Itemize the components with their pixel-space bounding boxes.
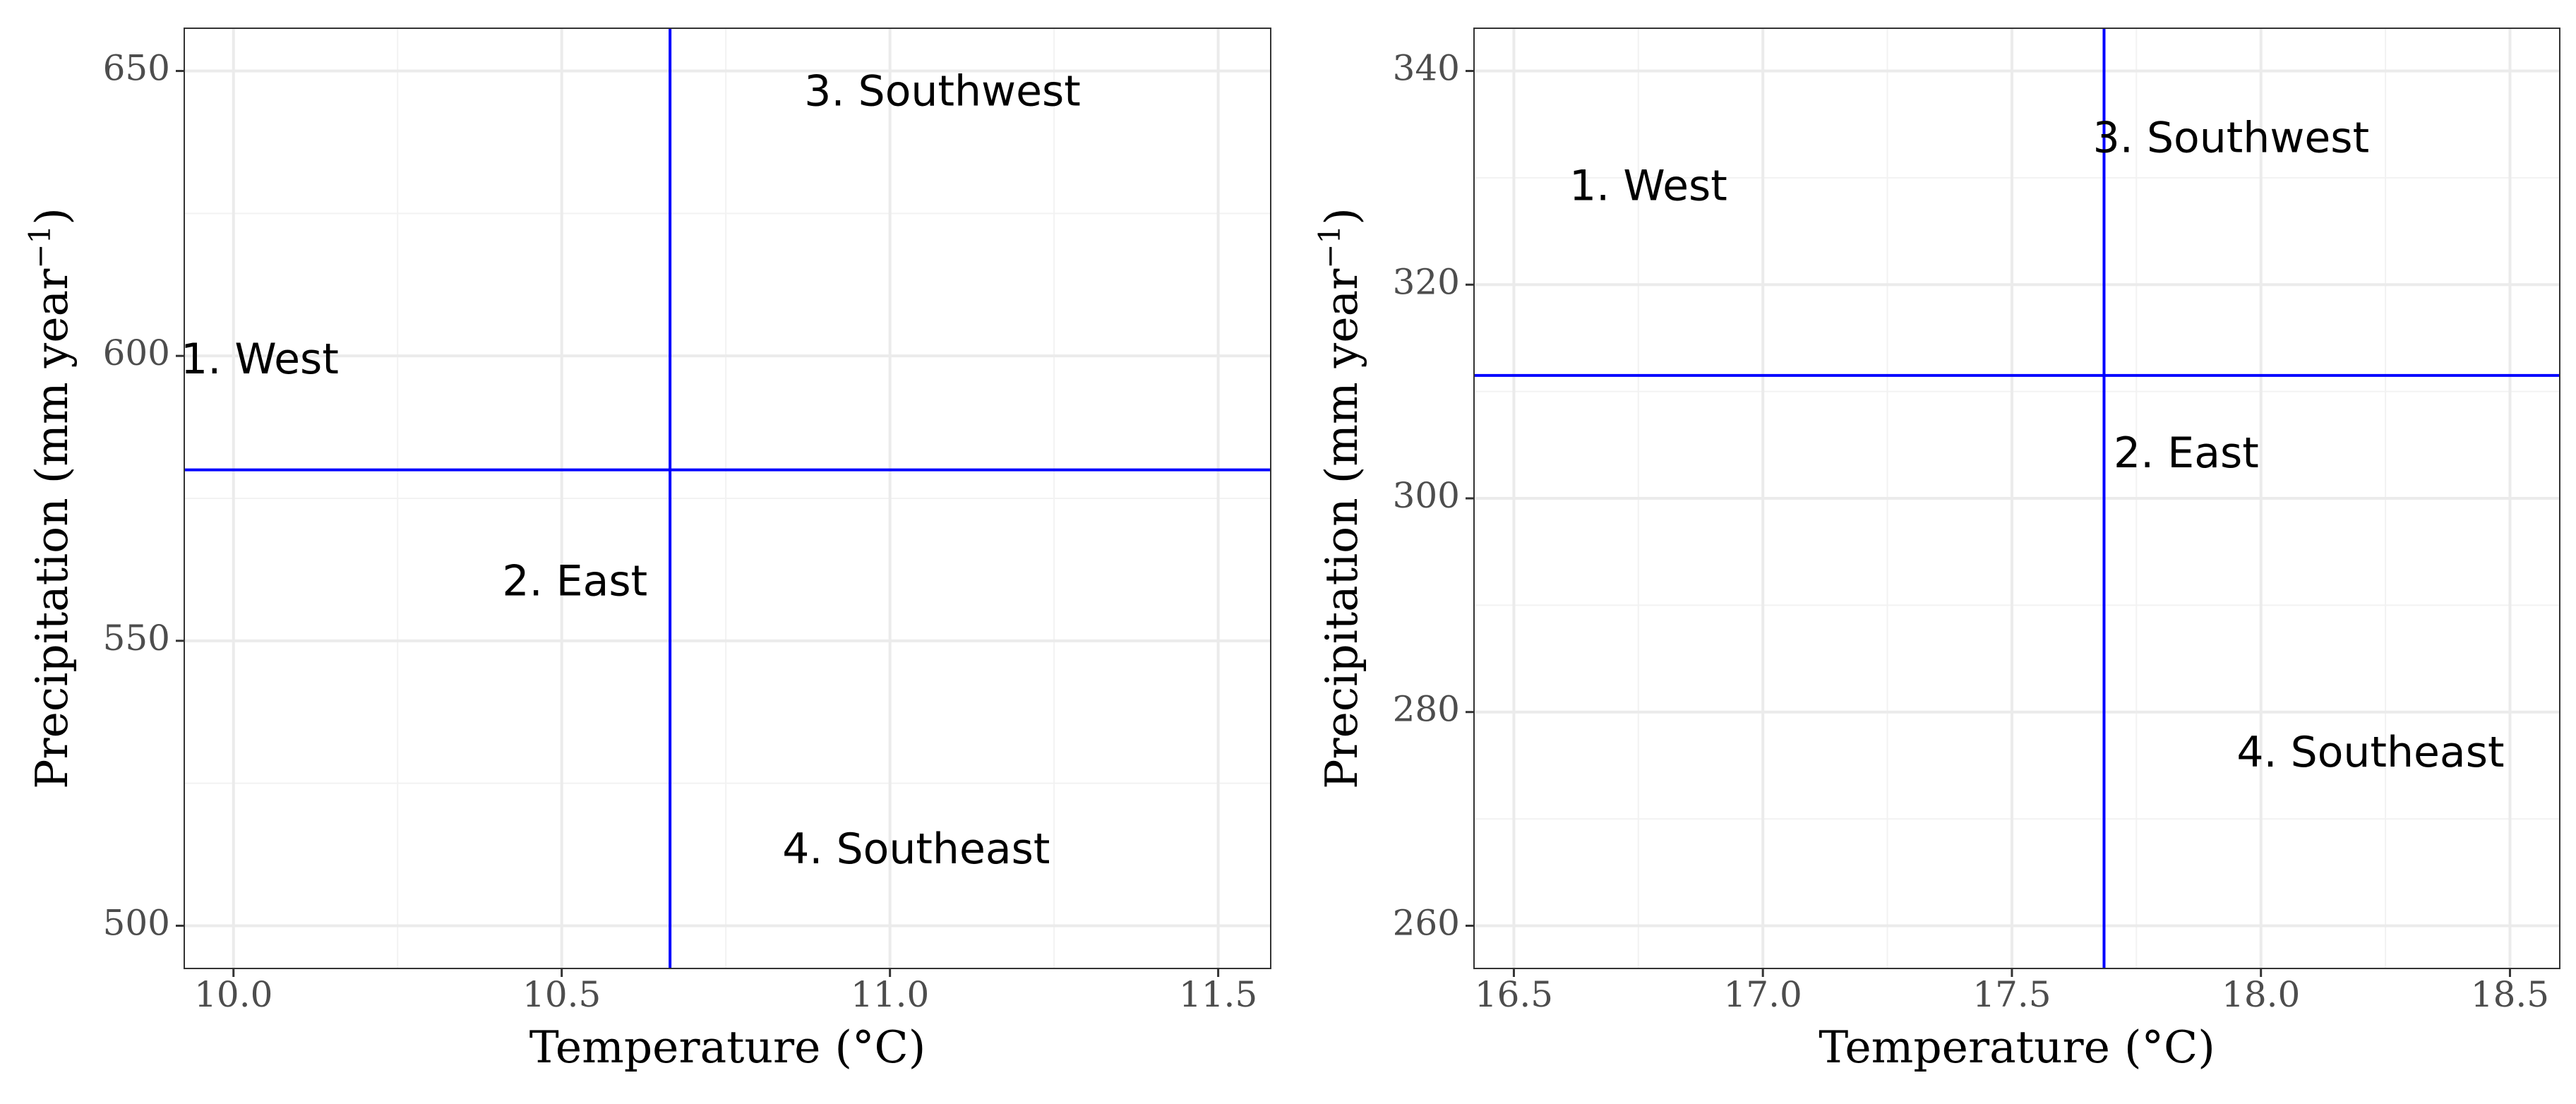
- panel-border: [184, 28, 1271, 969]
- y-axis-title: Precipitation (mm year−1): [1312, 208, 1368, 789]
- quadrant-label: 3. Southwest: [2093, 114, 2369, 163]
- left-panel: 1. West 2. East 3. Southwest 4. Southeast 10…: [23, 28, 1271, 1073]
- x-tick-label: 10.0: [194, 974, 272, 1015]
- x-tick-label: 18.0: [2222, 974, 2300, 1015]
- x-axis-title: Temperature (°C): [529, 1021, 926, 1073]
- quadrant-label: 4. Southeast: [2236, 728, 2504, 777]
- x-tick-label: 18.5: [2471, 974, 2549, 1015]
- x-tick-label: 16.5: [1475, 974, 1553, 1015]
- x-axis-title: Temperature (°C): [1819, 1021, 2215, 1073]
- y-tick-label: 260: [1393, 902, 1460, 943]
- y-tick-label: 280: [1393, 689, 1460, 730]
- quadrant-label: 2. East: [502, 557, 647, 606]
- y-tick-label: 550: [103, 618, 170, 659]
- y-tick-label: 340: [1393, 48, 1460, 89]
- x-tick-label: 17.5: [1972, 974, 2051, 1015]
- quadrant-label: 4. Southeast: [782, 824, 1050, 874]
- quadrant-label: 2. East: [2114, 428, 2259, 478]
- y-tick-label: 300: [1393, 475, 1460, 516]
- y-tick-label: 650: [103, 48, 170, 89]
- y-axis-title: Precipitation (mm year−1): [23, 208, 78, 789]
- x-tick-label: 11.0: [851, 974, 929, 1015]
- x-tick-label: 17.0: [1724, 974, 1802, 1015]
- quadrant-label: 1. West: [1569, 162, 1727, 211]
- right-panel: 1. West 2. East 3. Southwest 4. Southeast 16…: [1312, 28, 2560, 1073]
- y-tick-label: 500: [103, 902, 170, 943]
- quadrant-label: 1. West: [181, 335, 339, 384]
- y-tick-label: 320: [1393, 261, 1460, 302]
- quadrant-label: 3. Southwest: [804, 66, 1080, 116]
- x-tick-label: 10.5: [522, 974, 601, 1015]
- x-tick-label: 11.5: [1179, 974, 1257, 1015]
- y-tick-label: 600: [103, 332, 170, 373]
